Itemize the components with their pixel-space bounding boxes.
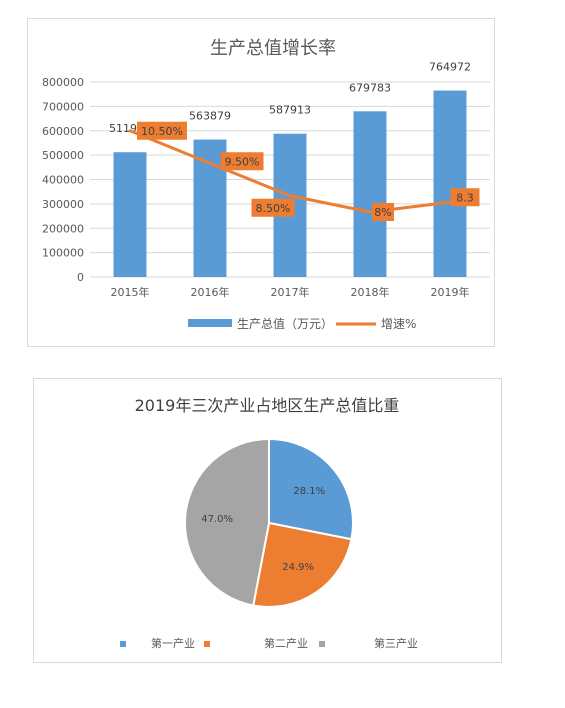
x-tick-label: 2017年 xyxy=(271,285,310,299)
legend-label: 第二产业 xyxy=(264,636,308,650)
legend-swatch xyxy=(204,641,210,647)
bar-value-label: 563879 xyxy=(189,110,231,123)
y-tick-label: 500000 xyxy=(42,149,84,162)
y-tick-label: 800000 xyxy=(42,76,84,89)
legend-line-label: 增速% xyxy=(381,317,416,331)
x-axis-ticks: 2015年 2016年 2017年 2018年 2019年 xyxy=(111,285,470,299)
x-tick-label: 2015年 xyxy=(111,285,150,299)
y-tick-label: 300000 xyxy=(42,198,84,211)
y-tick-label: 100000 xyxy=(42,247,84,260)
line-label-box xyxy=(251,198,295,217)
line-label-box xyxy=(450,188,480,207)
pie-value-label: 47.0% xyxy=(201,514,233,525)
legend-label: 第三产业 xyxy=(374,636,418,650)
line-label-box xyxy=(137,121,187,140)
bar xyxy=(433,90,467,277)
line-label-box xyxy=(220,152,264,171)
pie-chart: 2019年三次产业占地区生产总值比重 28.1%24.9%47.0% 第一产业第… xyxy=(120,396,418,650)
line-label-box xyxy=(372,203,394,221)
pie-slices xyxy=(184,437,354,608)
x-tick-label: 2016年 xyxy=(191,285,230,299)
combo-legend: 生产总值（万元） 增速% xyxy=(188,316,416,331)
legend-bar-label: 生产总值（万元） xyxy=(237,316,333,331)
pie-legend: 第一产业 第二产业 第三产业 xyxy=(120,636,418,650)
line-data-labels: 10.50% 9.50% 8.50% 8% 8.3 xyxy=(137,121,480,221)
x-tick-label: 2018年 xyxy=(351,285,390,299)
line-path xyxy=(128,129,452,214)
line-value-label: 8.50% xyxy=(256,202,291,215)
x-tick-label: 2019年 xyxy=(431,285,470,299)
legend-label: 第一产业 xyxy=(151,636,195,650)
bar-value-label: 587913 xyxy=(269,104,311,117)
pie-chart-title: 2019年三次产业占地区生产总值比重 xyxy=(135,396,400,415)
pie-slice xyxy=(184,437,270,607)
y-axis-ticks: 0 100000 200000 300000 400000 500000 600000 700… xyxy=(42,76,84,284)
legend-bar-swatch xyxy=(188,319,232,327)
bar-value-label: 679783 xyxy=(349,81,391,94)
pie-value-label: 28.1% xyxy=(293,486,325,497)
line-value-label: 10.50% xyxy=(141,125,183,138)
bar-value-label: 764972 xyxy=(429,61,471,74)
pie-value-label: 24.9% xyxy=(282,562,314,573)
combo-chart-panel: 生产总值增长率 0 100000 200000 300000 400000 500000 6… xyxy=(27,18,495,347)
line-series xyxy=(128,129,452,214)
line-value-label: 8% xyxy=(374,206,391,219)
pie-slice xyxy=(252,521,353,608)
pie-slice xyxy=(268,437,354,541)
pie-data-labels: 28.1% 24.9% 47.0% xyxy=(201,486,325,573)
bar xyxy=(353,111,387,278)
y-tick-label: 0 xyxy=(77,271,84,284)
y-tick-label: 700000 xyxy=(42,100,84,113)
combo-chart: 生产总值增长率 0 100000 200000 300000 400000 500000 6… xyxy=(42,38,490,331)
legend-swatch xyxy=(120,641,126,647)
y-tick-label: 200000 xyxy=(42,222,84,235)
line-value-label: 8.3 xyxy=(456,191,474,204)
bar xyxy=(113,152,147,277)
combo-chart-title: 生产总值增长率 xyxy=(210,38,336,59)
pie-chart-panel: 2019年三次产业占地区生产总值比重 28.1% 24.9% 47.0% 第一产业第… xyxy=(33,378,502,663)
y-tick-label: 600000 xyxy=(42,125,84,138)
y-tick-label: 400000 xyxy=(42,174,84,187)
bar-series xyxy=(113,90,467,278)
legend-swatch xyxy=(319,641,325,647)
line-value-label: 9.50% xyxy=(225,155,260,168)
